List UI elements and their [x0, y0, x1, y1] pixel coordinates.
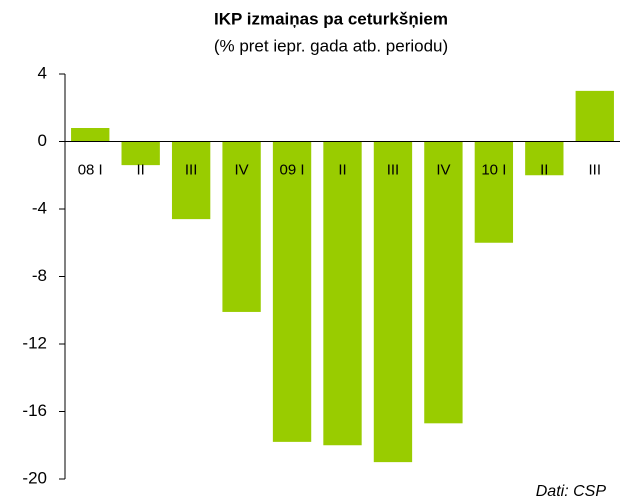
bar: [474, 141, 514, 243]
y-tick-label: -16: [22, 401, 47, 420]
bar: [575, 90, 614, 142]
x-tick-label: II: [137, 161, 145, 178]
y-tick-label: 4: [38, 63, 47, 82]
x-tick-label: III: [387, 161, 400, 178]
bar: [323, 141, 362, 446]
chart-title: IKP izmaiņas pa ceturkšņiem: [214, 9, 448, 28]
x-tick-label: III: [185, 161, 198, 178]
x-tick-label: 08 I: [78, 161, 103, 178]
y-tick-label: -20: [22, 468, 47, 487]
x-tick-label: IV: [436, 161, 450, 178]
bar: [222, 141, 261, 312]
bar: [373, 141, 413, 463]
x-tick-label: II: [540, 161, 548, 178]
chart-subtitle: (% pret iepr. gada atb. periodu): [214, 36, 448, 55]
bar: [171, 141, 211, 220]
bar: [424, 141, 463, 424]
y-tick-label: -12: [22, 333, 47, 352]
x-tick-label: III: [589, 161, 602, 178]
bar: [121, 141, 160, 166]
x-tick-label: 09 I: [280, 161, 305, 178]
y-tick-label: -8: [32, 266, 47, 285]
y-tick-label: -4: [32, 198, 47, 217]
x-tick-label: 10 I: [481, 161, 506, 178]
x-tick-label: II: [338, 161, 346, 178]
x-tick-label: IV: [234, 161, 248, 178]
bar: [272, 141, 312, 442]
bar: [525, 141, 564, 176]
y-tick-label: 0: [38, 131, 47, 150]
bar: [71, 128, 110, 142]
source-note: Dati: CSP: [536, 483, 607, 500]
